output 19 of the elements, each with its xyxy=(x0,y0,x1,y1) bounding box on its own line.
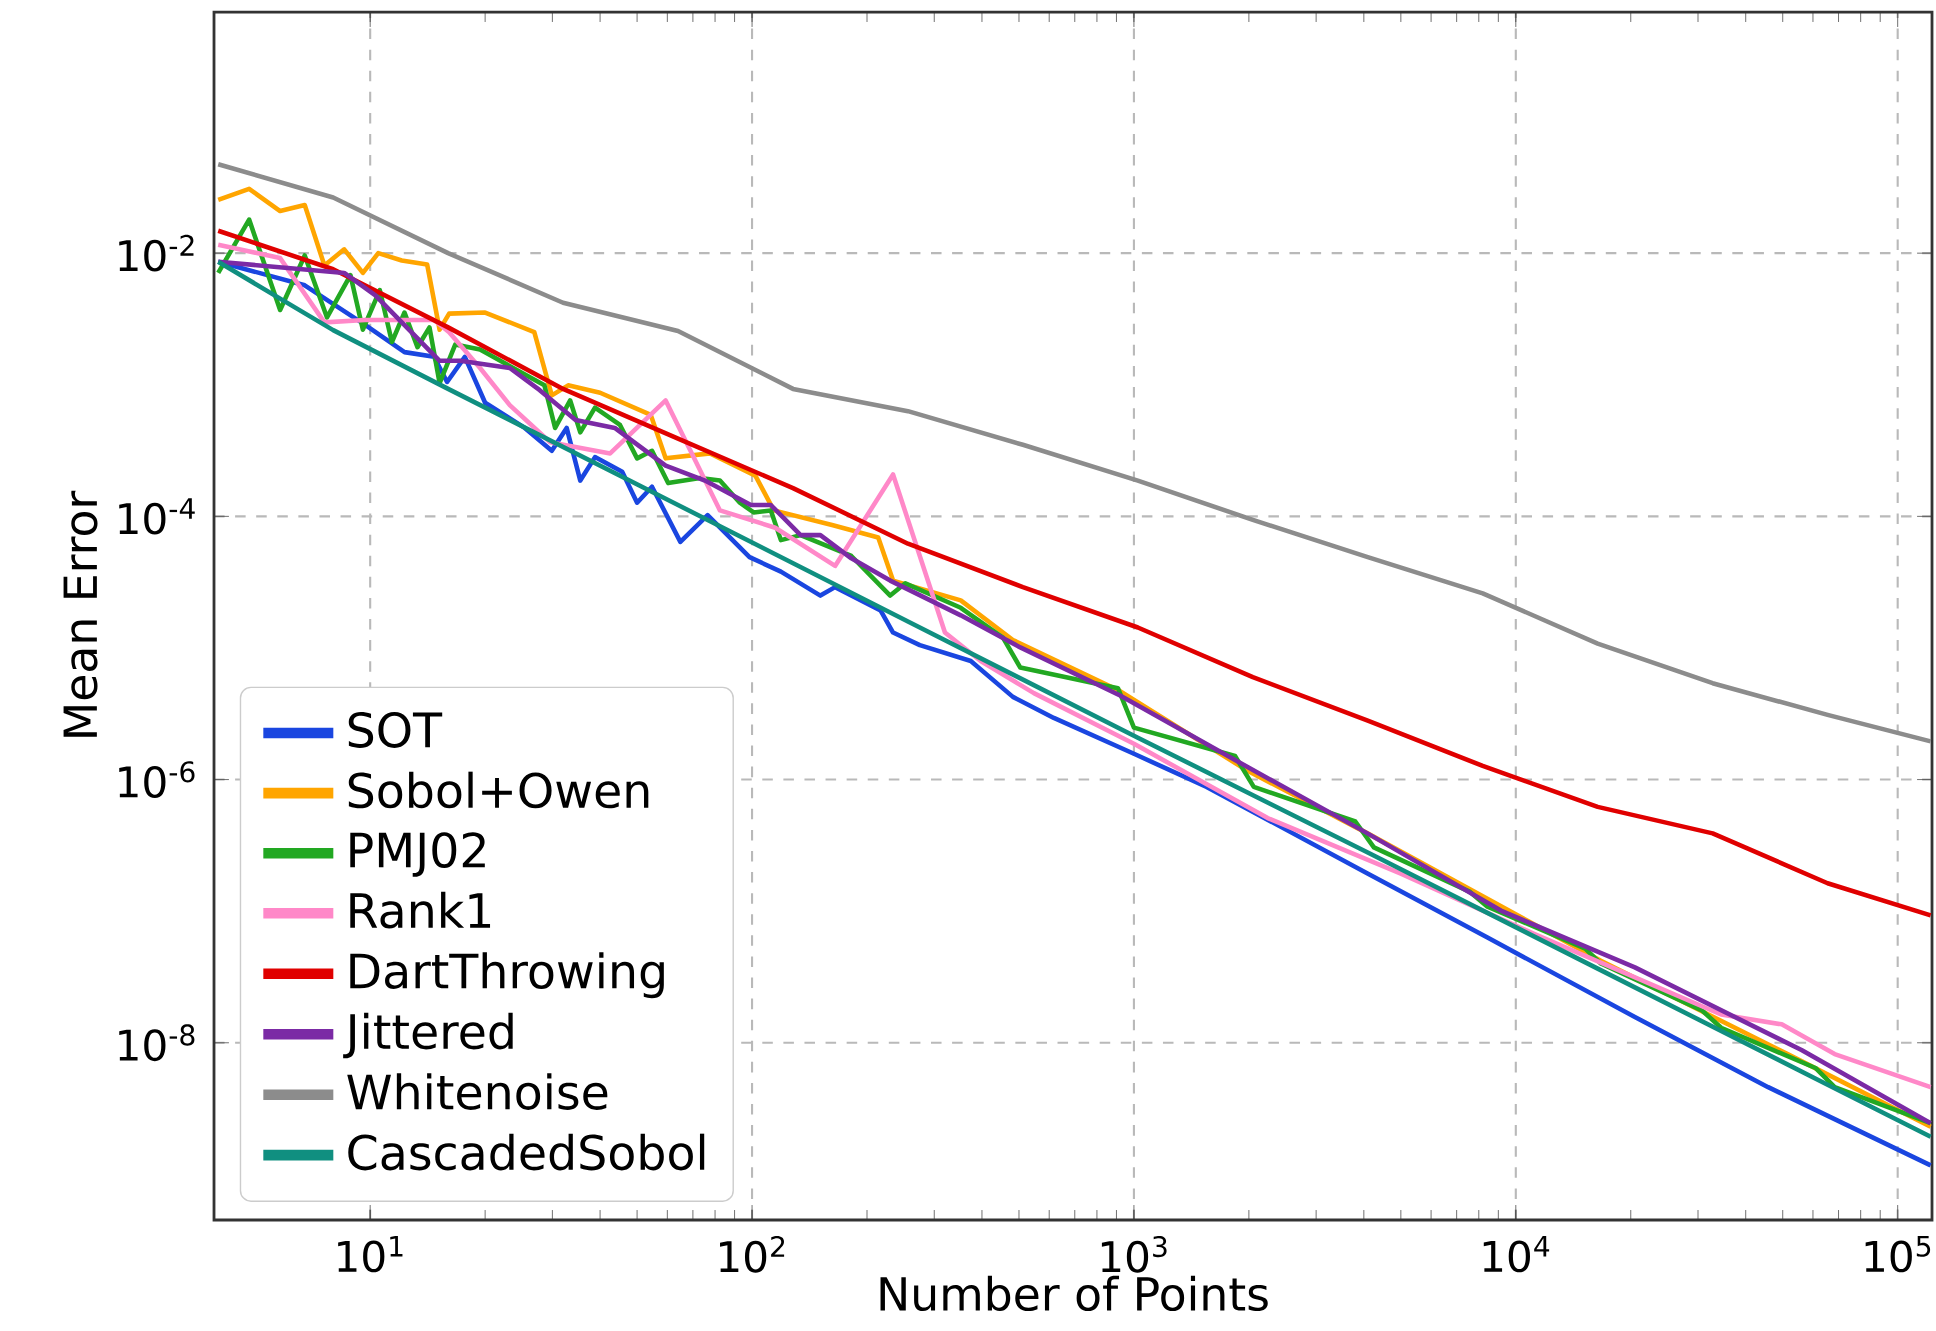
x-axis-title: Number of Points xyxy=(880,1275,1268,1312)
x-tick-label: 10$^{2}$ xyxy=(720,1235,785,1273)
legend-label: SOT xyxy=(348,712,443,748)
legend-label: CascadedSobol xyxy=(348,1133,705,1171)
legend-label: DartThrowing xyxy=(350,952,664,999)
x-tick-label: 10$^{3}$ xyxy=(1101,1235,1167,1273)
legend-label: Sobol+Owen xyxy=(348,771,649,809)
legend-label: Whitenoise xyxy=(347,1073,608,1110)
y-axis-title: Mean Error xyxy=(63,490,98,737)
y-tick-label: 10$^{-6}$ xyxy=(119,761,195,798)
x-tick-label: 10$^{5}$ xyxy=(1865,1235,1931,1273)
legend-label: Rank1 xyxy=(350,891,491,929)
legend-label: PMJ02 xyxy=(350,832,485,877)
y-tick-label: 10$^{-8}$ xyxy=(119,1024,195,1062)
y-tick-label: 10$^{-2}$ xyxy=(119,234,194,272)
y-tick-label: 10$^{-4}$ xyxy=(119,498,195,535)
x-tick-label: 10$^{4}$ xyxy=(1483,1235,1550,1273)
x-tick-label: 10$^{1}$ xyxy=(338,1235,403,1273)
legend-label: Jittered xyxy=(343,1012,513,1059)
